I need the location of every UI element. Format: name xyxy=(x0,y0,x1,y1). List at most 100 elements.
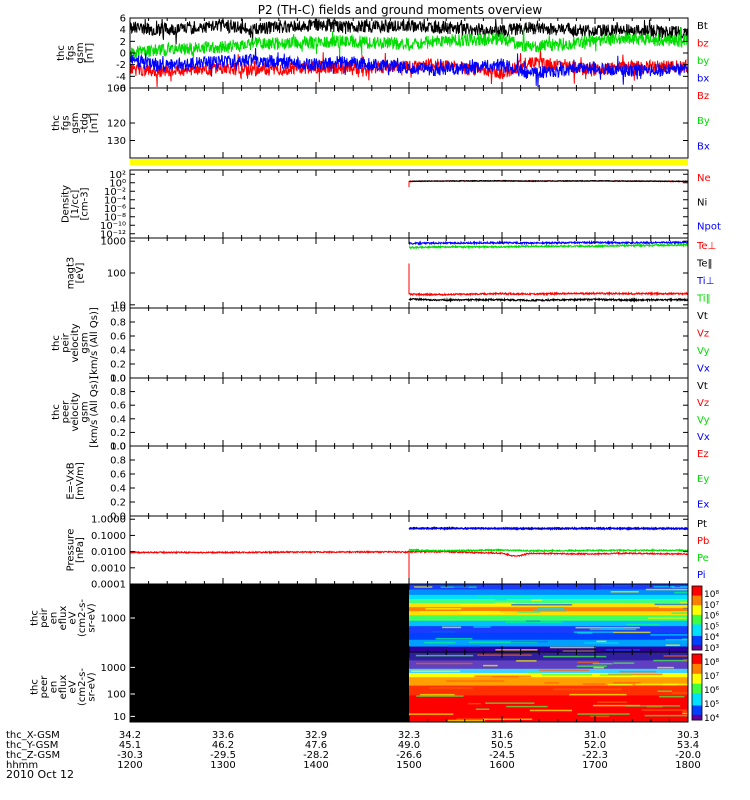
spectrogram-streak xyxy=(674,591,688,594)
panel-pressure: 1.0000 0.1000 0.0100 0.0010 0.0001 Pressure[n… xyxy=(65,515,709,591)
spectrogram-streak xyxy=(659,695,685,698)
axis-row-label: hhmm xyxy=(6,760,38,771)
spectrogram-streak xyxy=(511,604,573,606)
spectrogram-streak xyxy=(569,693,627,696)
colorbar-tick-label: 10³ xyxy=(704,644,719,654)
spectrogram-streak xyxy=(665,644,680,646)
legend-Ex: Ex xyxy=(697,499,709,510)
axis-row-label: thc_Z-GSM xyxy=(6,750,60,761)
axis-value: 1500 xyxy=(396,760,421,771)
spectrogram-streak xyxy=(477,596,533,598)
spectrogram-streak xyxy=(424,641,456,644)
spectrogram-streak xyxy=(576,665,607,667)
series-line-Ti⊥ xyxy=(408,239,689,247)
panel-frame xyxy=(129,307,689,379)
axis-value: 32.9 xyxy=(305,730,327,741)
y-tick-label: 0.1000 xyxy=(91,531,126,542)
axis-value: -24.5 xyxy=(489,750,515,761)
spectrogram-band xyxy=(409,598,688,604)
colorbar-tick-label: 10⁴ xyxy=(704,714,719,724)
legend-Vt: Vt xyxy=(697,381,708,392)
y-tick-label: 0.0 xyxy=(110,442,126,453)
spectrogram-streak xyxy=(613,631,651,634)
spectrogram-streak xyxy=(600,627,624,629)
y-tick-label: 120 xyxy=(107,119,126,130)
spectrogram-streak xyxy=(657,666,674,669)
spectrogram-streak xyxy=(665,638,688,641)
colorbar-segment xyxy=(692,705,702,716)
panel-efield: 1.0 0.8 0.6 0.4 0.2 0.0 E=-VxB[mV/m] Ez Ey Ex xyxy=(65,442,709,523)
spectrogram-streak xyxy=(644,714,688,717)
y-axis-label: thc xyxy=(56,45,67,61)
legend-Vz: Vz xyxy=(697,329,709,340)
colorbar-tick-label: 10⁸ xyxy=(704,590,719,600)
spectrogram-streak xyxy=(495,598,507,601)
spectrogram-streak xyxy=(409,713,454,715)
legend-Bz: Bz xyxy=(697,91,709,102)
spectrogram-streak xyxy=(414,586,433,588)
spectrogram-streak xyxy=(680,602,688,604)
axis-value: -22.3 xyxy=(582,750,608,761)
panel-frame xyxy=(129,445,689,517)
y-axis-label: thc xyxy=(51,335,62,351)
y-axis-label: magt3 xyxy=(65,257,76,290)
spectrogram-streak xyxy=(610,591,639,593)
axis-value: 1300 xyxy=(210,760,235,771)
spectrogram-band xyxy=(409,594,688,600)
y-tick-label: 100 xyxy=(107,690,126,701)
spectrogram-streak xyxy=(577,661,600,664)
y-tick-label: 10⁻⁴ xyxy=(104,195,126,206)
spectrogram-streak xyxy=(584,642,619,644)
y-axis-label: peir xyxy=(39,607,50,627)
spectrogram-streak xyxy=(682,638,688,640)
y-axis-label: -tdg xyxy=(80,113,91,133)
y-tick-label: 100 xyxy=(107,269,126,280)
y-axis-label: en xyxy=(49,681,60,694)
axis-value: 1200 xyxy=(117,760,142,771)
no-data-region xyxy=(130,584,409,652)
spectrogram-streak xyxy=(456,718,488,720)
colorbar-segment xyxy=(692,586,702,597)
colorbar-segment xyxy=(692,635,702,646)
spectrogram-streak xyxy=(475,708,490,710)
spectrogram-streak xyxy=(590,715,610,718)
panel-frame xyxy=(129,377,689,447)
y-tick-label: 10 xyxy=(113,300,126,311)
series-line-Te⊥ xyxy=(409,290,689,298)
axis-value: -28.2 xyxy=(303,750,329,761)
spectrogram-streak xyxy=(657,690,672,692)
spectrogram-streak xyxy=(679,586,688,588)
panel-density: 10²10⁰10⁻²10⁻⁴10⁻⁶10⁻⁸10⁻¹⁰10⁻¹²Density[… xyxy=(61,169,721,240)
legend-Npot: Npot xyxy=(697,222,721,233)
panel-peer_velocity: 1.0 0.8 0.6 0.4 0.2 0.0 thcpeervelocitygsm[km/… xyxy=(51,374,710,453)
spectrogram-band xyxy=(409,615,688,622)
axis-value: 46.2 xyxy=(212,740,234,751)
y-axis-label: eV xyxy=(68,680,79,693)
spectrogram-streak xyxy=(537,607,565,610)
legend-bz: bz xyxy=(697,39,709,50)
y-tick-label: 10⁰ xyxy=(109,178,126,189)
spectrogram-streak xyxy=(596,640,607,643)
spectrogram-streak xyxy=(573,631,614,633)
axis-value: -26.6 xyxy=(396,750,422,761)
y-axis-label: [nT] xyxy=(84,43,95,63)
spectrogram-streak xyxy=(613,662,635,664)
y-tick-label: 1.0000 xyxy=(91,515,126,526)
spectrogram-streak xyxy=(477,654,532,656)
y-tick-label: 0.2 xyxy=(110,498,126,509)
axis-value: 1400 xyxy=(303,760,328,771)
axis-value: 50.5 xyxy=(491,740,513,751)
y-axis-label: thc xyxy=(51,404,62,420)
axis-row-label: thc_Y-GSM xyxy=(6,740,58,751)
spectrogram-streak xyxy=(607,683,633,686)
axis-value: 1700 xyxy=(582,760,607,771)
y-tick-label: 0.8 xyxy=(110,318,126,329)
legend-Pt: Pt xyxy=(697,519,707,530)
y-tick-label: -6 xyxy=(116,84,126,95)
spectrogram-band xyxy=(409,639,688,648)
y-tick-label: 1.0 xyxy=(110,304,126,315)
axis-row-label: thc_X-GSM xyxy=(6,730,60,741)
chart-title: P2 (TH-C) fields and ground moments over… xyxy=(258,3,543,17)
